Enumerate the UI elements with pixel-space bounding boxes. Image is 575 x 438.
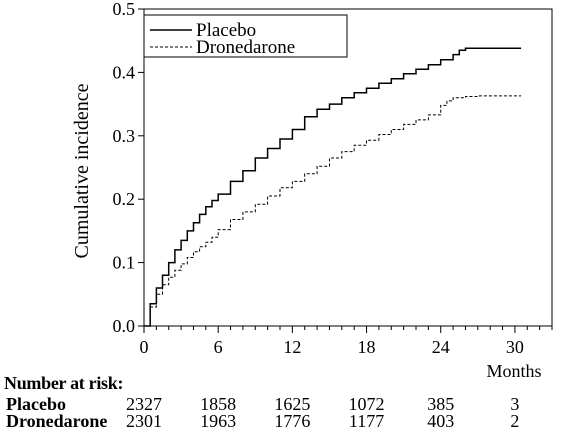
- axes-layer: 0.0 0.1 0.2 0.3 0.4 0.5 0 6 12 18 24 30: [113, 0, 553, 357]
- y-tick-label: 0.2: [113, 189, 136, 209]
- x-tick-label: 0: [140, 337, 149, 357]
- risk-cell: 1776: [274, 411, 311, 431]
- y-tick-label: 0.1: [113, 253, 136, 273]
- x-axis-label: Months: [486, 361, 541, 381]
- y-tick-label: 0.4: [113, 62, 136, 82]
- x-tick-label: 30: [506, 337, 524, 357]
- legend-label-dronedarone: Dronedarone: [196, 37, 295, 58]
- legend: Placebo Dronedarone: [143, 14, 348, 58]
- risk-cell: 2: [510, 411, 520, 431]
- series-line-placebo: [144, 47, 522, 327]
- risk-row-label: Dronedarone: [6, 411, 108, 431]
- risk-cell: 1072: [348, 394, 385, 414]
- risk-cell: 1963: [200, 411, 237, 431]
- plot-frame: [143, 8, 553, 327]
- risk-row-dronedarone: Dronedarone 2301 1963 1776 1177 403 2: [0, 411, 575, 431]
- risk-cell: 2327: [126, 394, 162, 414]
- legend-label-placebo: Placebo: [196, 20, 256, 41]
- risk-cell: 2301: [126, 411, 162, 431]
- x-tick-label: 6: [214, 337, 223, 357]
- risk-cell: 1177: [348, 411, 385, 431]
- x-tick-label: 24: [432, 337, 450, 357]
- risk-cell: 1625: [274, 394, 311, 414]
- y-axis-label: Cumulative incidence: [71, 83, 93, 258]
- series-line-dronedarone: [144, 95, 522, 327]
- risk-cell: 1858: [200, 394, 237, 414]
- risk-cell: 403: [427, 411, 455, 431]
- risk-row-label: Placebo: [6, 394, 66, 414]
- y-tick-label: 0.0: [113, 316, 136, 336]
- risk-row-placebo: Placebo 2327 1858 1625 1072 385 3: [0, 394, 575, 414]
- x-tick-label: 18: [358, 337, 376, 357]
- risk-cell: 3: [510, 394, 520, 414]
- y-tick-label: 0.3: [113, 126, 136, 146]
- legend-box: [143, 14, 348, 58]
- risk-cell: 385: [427, 394, 455, 414]
- y-tick-label: 0.5: [113, 0, 136, 19]
- x-tick-label: 12: [283, 337, 301, 357]
- risk-table-title: Number at risk:: [4, 373, 124, 393]
- series-layer: [144, 47, 522, 327]
